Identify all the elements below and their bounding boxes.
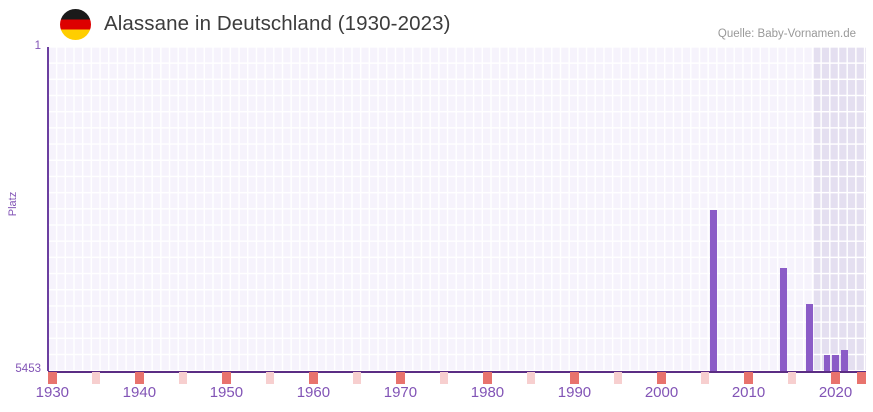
x-tick-minor-1995 (613, 372, 623, 384)
x-label-1990: 1990 (557, 384, 592, 401)
x-tick-1960 (309, 372, 318, 384)
x-tick-minor-1975 (439, 372, 449, 384)
y-axis-line (47, 47, 49, 371)
x-tick-1930 (48, 372, 57, 384)
bar-series (48, 47, 866, 371)
x-label-1960: 1960 (296, 384, 331, 401)
x-label-2000: 2000 (644, 384, 679, 401)
y-axis-title: Platz (7, 191, 19, 217)
x-tick-minor-1965 (352, 372, 362, 384)
x-tick-minor-1955 (265, 372, 275, 384)
y-axis-tick-top: 1 (34, 40, 41, 52)
x-tick-minor-1945 (178, 372, 188, 384)
x-label-1980: 1980 (470, 384, 505, 401)
x-axis-line (48, 370, 866, 373)
x-tick-1980 (483, 372, 492, 384)
x-axis-ticks (48, 372, 866, 384)
bar-2017 (806, 303, 814, 371)
x-label-2020: 2020 (818, 384, 853, 401)
x-label-1940: 1940 (122, 384, 157, 401)
plot-area (48, 47, 866, 371)
x-label-2010: 2010 (731, 384, 766, 401)
page-title: Alassane in Deutschland (1930-2023) (104, 12, 451, 35)
x-tick-minor-2015 (787, 372, 797, 384)
x-tick-1940 (135, 372, 144, 384)
bar-2006 (710, 209, 718, 371)
x-tick-end (857, 372, 866, 384)
x-axis-labels: 1930 1940 1950 1960 1970 1980 1990 2000 2010 2020 (36, 384, 866, 408)
x-tick-2010 (744, 372, 753, 384)
bar-2019 (823, 354, 831, 371)
bar-2020 (832, 354, 840, 371)
y-axis-tick-bottom: 5453 (15, 363, 41, 375)
bar-2014 (780, 268, 787, 371)
x-label-1950: 1950 (209, 384, 244, 401)
x-tick-1970 (396, 372, 405, 384)
x-tick-1950 (222, 372, 231, 384)
plot-gridlines (48, 47, 866, 371)
x-tick-2020 (831, 372, 840, 384)
bar-2021 (840, 350, 848, 371)
x-tick-2000 (657, 372, 666, 384)
germany-flag-circle-icon (60, 9, 91, 40)
x-tick-1990 (570, 372, 579, 384)
x-label-1970: 1970 (383, 384, 418, 401)
x-label-1930: 1930 (35, 384, 70, 401)
x-tick-minor-1935 (91, 372, 101, 384)
source-attribution: Quelle: Baby-Vornamen.de (717, 28, 856, 40)
x-tick-minor-1985 (526, 372, 536, 384)
x-tick-minor-2005 (700, 372, 710, 384)
